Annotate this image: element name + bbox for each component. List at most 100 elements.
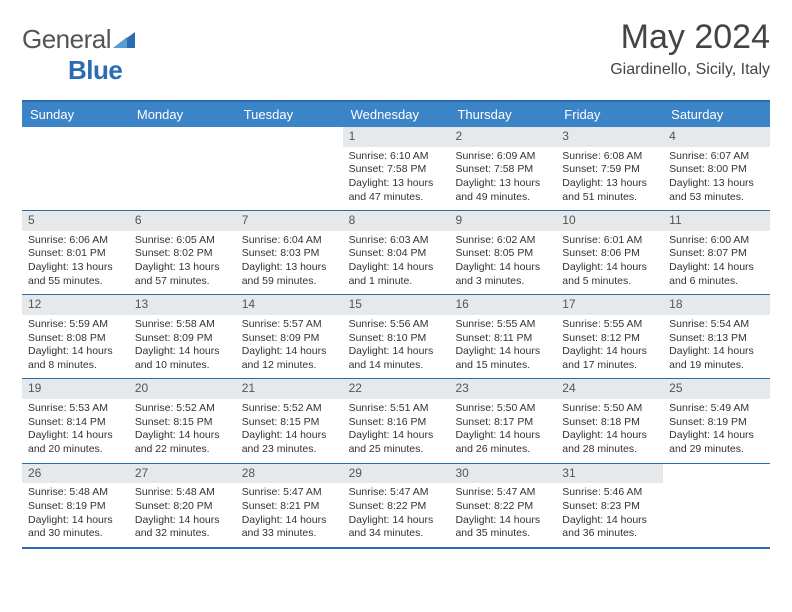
day-cell: 8Sunrise: 6:03 AMSunset: 8:04 PMDaylight… — [343, 211, 450, 294]
daylight-line: Daylight: 14 hours and 28 minutes. — [562, 429, 657, 456]
daylight-line: Daylight: 13 hours and 57 minutes. — [135, 261, 230, 288]
day-cell: 17Sunrise: 5:55 AMSunset: 8:12 PMDayligh… — [556, 295, 663, 378]
day-number: 15 — [343, 295, 450, 315]
sunrise-line: Sunrise: 6:05 AM — [135, 234, 230, 248]
logo-text: General Blue — [22, 24, 135, 86]
daylight-line: Daylight: 14 hours and 35 minutes. — [455, 514, 550, 541]
week-row: 12Sunrise: 5:59 AMSunset: 8:08 PMDayligh… — [22, 294, 770, 378]
sunrise-line: Sunrise: 5:47 AM — [349, 486, 444, 500]
week-row: 26Sunrise: 5:48 AMSunset: 8:19 PMDayligh… — [22, 463, 770, 547]
sunrise-line: Sunrise: 5:55 AM — [562, 318, 657, 332]
page-title: May 2024 — [610, 18, 770, 57]
daylight-line: Daylight: 14 hours and 23 minutes. — [242, 429, 337, 456]
daylight-line: Daylight: 13 hours and 49 minutes. — [455, 177, 550, 204]
day-cell: 28Sunrise: 5:47 AMSunset: 8:21 PMDayligh… — [236, 464, 343, 547]
sunrise-line: Sunrise: 6:10 AM — [349, 150, 444, 164]
day-cell: 5Sunrise: 6:06 AMSunset: 8:01 PMDaylight… — [22, 211, 129, 294]
sunset-line: Sunset: 8:15 PM — [242, 416, 337, 430]
daylight-line: Daylight: 14 hours and 26 minutes. — [455, 429, 550, 456]
sunset-line: Sunset: 8:15 PM — [135, 416, 230, 430]
sunrise-line: Sunrise: 5:52 AM — [242, 402, 337, 416]
daylight-line: Daylight: 14 hours and 20 minutes. — [28, 429, 123, 456]
day-number: 22 — [343, 379, 450, 399]
day-number: 23 — [449, 379, 556, 399]
logo-part1: General — [22, 24, 111, 54]
day-number: 21 — [236, 379, 343, 399]
sunset-line: Sunset: 8:12 PM — [562, 332, 657, 346]
sunset-line: Sunset: 8:22 PM — [349, 500, 444, 514]
day-cell: 22Sunrise: 5:51 AMSunset: 8:16 PMDayligh… — [343, 379, 450, 462]
week-row: ...1Sunrise: 6:10 AMSunset: 7:58 PMDayli… — [22, 127, 770, 210]
sunrise-line: Sunrise: 6:01 AM — [562, 234, 657, 248]
day-cell: . — [129, 127, 236, 210]
sunrise-line: Sunrise: 5:50 AM — [562, 402, 657, 416]
day-cell: 20 Sunrise: 5:52 AMSunset: 8:15 PMDayligh… — [129, 379, 236, 462]
sunset-line: Sunset: 8:07 PM — [669, 247, 764, 261]
day-number: 2 — [449, 127, 556, 147]
day-number: 4 — [663, 127, 770, 147]
sunrise-line: Sunrise: 6:04 AM — [242, 234, 337, 248]
sunset-line: Sunset: 8:11 PM — [455, 332, 550, 346]
day-header: Saturday — [663, 102, 770, 127]
day-number: 14 — [236, 295, 343, 315]
daylight-line: Daylight: 14 hours and 8 minutes. — [28, 345, 123, 372]
sunset-line: Sunset: 8:22 PM — [455, 500, 550, 514]
day-cell: 19Sunrise: 5:53 AMSunset: 8:14 PMDayligh… — [22, 379, 129, 462]
sunrise-line: Sunrise: 5:48 AM — [28, 486, 123, 500]
day-number: 20 — [129, 379, 236, 399]
day-cell: 7Sunrise: 6:04 AMSunset: 8:03 PMDaylight… — [236, 211, 343, 294]
sunset-line: Sunset: 8:04 PM — [349, 247, 444, 261]
day-number: 16 — [449, 295, 556, 315]
sunrise-line: Sunrise: 5:57 AM — [242, 318, 337, 332]
day-cell: . — [236, 127, 343, 210]
daylight-line: Daylight: 13 hours and 47 minutes. — [349, 177, 444, 204]
daylight-line: Daylight: 14 hours and 22 minutes. — [135, 429, 230, 456]
day-number: 3 — [556, 127, 663, 147]
sunset-line: Sunset: 8:18 PM — [562, 416, 657, 430]
daylight-line: Daylight: 14 hours and 36 minutes. — [562, 514, 657, 541]
sunset-line: Sunset: 8:21 PM — [242, 500, 337, 514]
sunset-line: Sunset: 8:08 PM — [28, 332, 123, 346]
sunrise-line: Sunrise: 6:03 AM — [349, 234, 444, 248]
day-number: 1 — [343, 127, 450, 147]
day-number: 24 — [556, 379, 663, 399]
day-cell: 13Sunrise: 5:58 AMSunset: 8:09 PMDayligh… — [129, 295, 236, 378]
sunrise-line: Sunrise: 5:47 AM — [455, 486, 550, 500]
day-header: Friday — [556, 102, 663, 127]
day-header: Tuesday — [236, 102, 343, 127]
sunrise-line: Sunrise: 6:06 AM — [28, 234, 123, 248]
sunset-line: Sunset: 7:59 PM — [562, 163, 657, 177]
sunrise-line: Sunrise: 5:54 AM — [669, 318, 764, 332]
week-row: 5Sunrise: 6:06 AMSunset: 8:01 PMDaylight… — [22, 210, 770, 294]
daylight-line: Daylight: 14 hours and 6 minutes. — [669, 261, 764, 288]
day-number: 31 — [556, 464, 663, 484]
sunset-line: Sunset: 8:19 PM — [28, 500, 123, 514]
calendar-header-row: SundayMondayTuesdayWednesdayThursdayFrid… — [22, 102, 770, 127]
sunrise-line: Sunrise: 5:50 AM — [455, 402, 550, 416]
day-header: Sunday — [22, 102, 129, 127]
day-cell: 16Sunrise: 5:55 AMSunset: 8:11 PMDayligh… — [449, 295, 556, 378]
sunrise-line: Sunrise: 5:53 AM — [28, 402, 123, 416]
sunrise-line: Sunrise: 5:52 AM — [135, 402, 230, 416]
day-cell: 14Sunrise: 5:57 AMSunset: 8:09 PMDayligh… — [236, 295, 343, 378]
daylight-line: Daylight: 13 hours and 59 minutes. — [242, 261, 337, 288]
location: Giardinello, Sicily, Italy — [610, 61, 770, 79]
day-cell: 21 Sunrise: 5:52 AMSunset: 8:15 PMDayligh… — [236, 379, 343, 462]
sunrise-line: Sunrise: 6:07 AM — [669, 150, 764, 164]
daylight-line: Daylight: 14 hours and 34 minutes. — [349, 514, 444, 541]
day-cell: 2Sunrise: 6:09 AMSunset: 7:58 PMDaylight… — [449, 127, 556, 210]
day-header: Wednesday — [343, 102, 450, 127]
day-cell: 29Sunrise: 5:47 AMSunset: 8:22 PMDayligh… — [343, 464, 450, 547]
day-cell: 31Sunrise: 5:46 AMSunset: 8:23 PMDayligh… — [556, 464, 663, 547]
day-cell: 3Sunrise: 6:08 AMSunset: 7:59 PMDaylight… — [556, 127, 663, 210]
day-cell: 25Sunrise: 5:49 AMSunset: 8:19 PMDayligh… — [663, 379, 770, 462]
day-cell: 12Sunrise: 5:59 AMSunset: 8:08 PMDayligh… — [22, 295, 129, 378]
day-cell: 24 Sunrise: 5:50 AMSunset: 8:18 PMDayligh… — [556, 379, 663, 462]
day-cell: 26Sunrise: 5:48 AMSunset: 8:19 PMDayligh… — [22, 464, 129, 547]
day-number: 28 — [236, 464, 343, 484]
sunrise-line: Sunrise: 5:49 AM — [669, 402, 764, 416]
sunset-line: Sunset: 8:16 PM — [349, 416, 444, 430]
sunset-line: Sunset: 8:05 PM — [455, 247, 550, 261]
sunrise-line: Sunrise: 5:51 AM — [349, 402, 444, 416]
day-number: 8 — [343, 211, 450, 231]
